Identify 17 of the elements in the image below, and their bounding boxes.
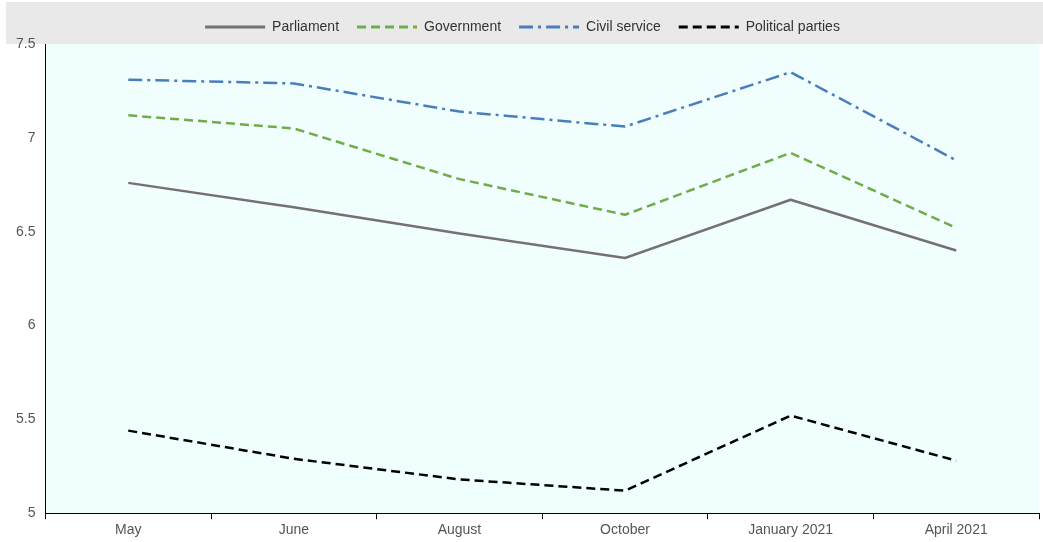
legend-label: Government [424, 17, 502, 34]
legend-label: Parliament [272, 17, 340, 34]
y-tick-label: 7.5 [15, 34, 36, 51]
y-tick-label: 6 [27, 316, 36, 333]
x-tick-label: August [437, 521, 482, 538]
x-tick-label: October [600, 521, 651, 538]
legend-label: Civil service [586, 17, 661, 34]
legend-label: Political parties [745, 17, 840, 34]
x-tick-label: April 2021 [924, 521, 988, 538]
x-tick-label: January 2021 [748, 521, 834, 538]
y-tick-label: 6.5 [15, 222, 36, 239]
y-tick-label: 5.5 [15, 410, 36, 427]
x-tick-label: June [278, 521, 310, 538]
line-series [127, 414, 958, 492]
y-tick-label: 5 [27, 504, 36, 521]
y-tick-label: 7 [27, 128, 36, 145]
x-tick-label: May [115, 521, 142, 538]
